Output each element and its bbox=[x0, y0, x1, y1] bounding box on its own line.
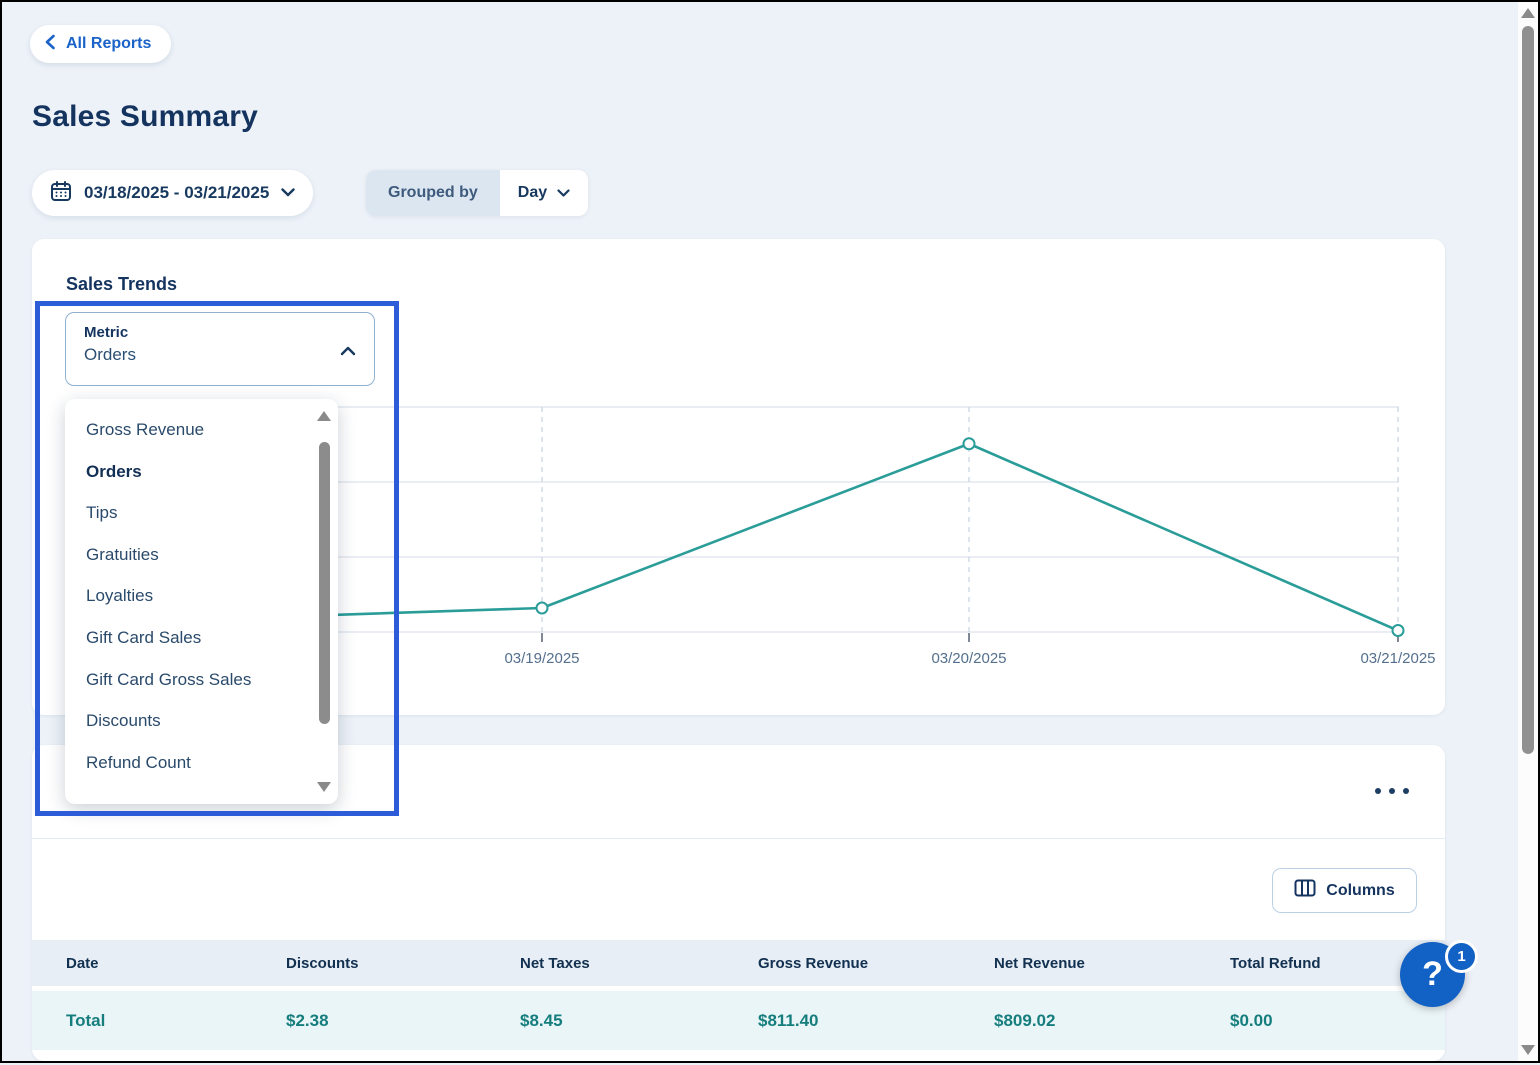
col-header-total-refund: Total Refund bbox=[1230, 954, 1321, 972]
dropdown-option-orders[interactable]: Orders bbox=[86, 461, 142, 481]
page-title: Sales Summary bbox=[32, 100, 259, 133]
help-notification-badge: 1 bbox=[1445, 940, 1478, 973]
col-header-date: Date bbox=[66, 954, 99, 972]
grouped-by-select[interactable]: Day bbox=[499, 170, 589, 216]
page-scrollbar-thumb[interactable] bbox=[1522, 26, 1534, 754]
date-range-picker[interactable]: 03/18/2025 - 03/21/2025 bbox=[32, 170, 314, 216]
columns-button[interactable]: Columns bbox=[1272, 868, 1417, 913]
calendar-icon bbox=[50, 180, 72, 207]
all-reports-button[interactable]: All Reports bbox=[30, 25, 172, 63]
grouped-by-label: Grouped by bbox=[366, 170, 500, 216]
col-header-net-taxes: Net Taxes bbox=[520, 954, 590, 972]
dropdown-option-tips[interactable]: Tips bbox=[86, 503, 118, 523]
col-header-gross-revenue: Gross Revenue bbox=[758, 954, 869, 972]
col-header-discounts: Discounts bbox=[286, 954, 359, 972]
scroll-up-icon[interactable] bbox=[1521, 8, 1535, 18]
total-gross-revenue: $811.40 bbox=[758, 1010, 819, 1030]
page-scrollbar[interactable] bbox=[1518, 2, 1538, 1061]
ellipsis-icon bbox=[1375, 788, 1381, 794]
dropdown-option-gross-revenue[interactable]: Gross Revenue bbox=[86, 420, 205, 439]
dropdown-option-gratuities[interactable]: Gratuities bbox=[86, 544, 159, 564]
x-tick-2: 03/20/2025 bbox=[931, 650, 1007, 667]
dropdown-option-gift-card-gross-sales[interactable]: Gift Card Gross Sales bbox=[86, 669, 252, 689]
dropdown-scroll-up-icon[interactable] bbox=[317, 411, 331, 421]
dropdown-scrollbar[interactable] bbox=[318, 409, 331, 794]
table-header-row: Date Discounts Net Taxes Gross Revenue N… bbox=[32, 940, 1445, 986]
all-reports-label: All Reports bbox=[66, 35, 152, 52]
columns-icon bbox=[1294, 879, 1316, 902]
dropdown-option-discounts[interactable]: Discounts bbox=[86, 711, 161, 731]
total-label: Total bbox=[66, 1010, 106, 1030]
dropdown-option-loyalties[interactable]: Loyalties bbox=[86, 586, 154, 606]
chevron-down-icon bbox=[557, 184, 570, 202]
dropdown-option-refund-count[interactable]: Refund Count bbox=[86, 752, 191, 772]
card-divider bbox=[32, 838, 1445, 839]
overflow-menu-button[interactable] bbox=[1370, 777, 1414, 805]
metric-dropdown-panel: Gross Revenue Orders Tips Gratuities Loy… bbox=[65, 399, 338, 804]
sales-trends-title: Sales Trends bbox=[66, 274, 178, 294]
dropdown-scroll-down-icon[interactable] bbox=[317, 782, 331, 792]
question-mark-icon: ? bbox=[1422, 955, 1443, 993]
x-tick-1: 03/19/2025 bbox=[504, 650, 580, 667]
metric-select[interactable]: Metric Orders bbox=[65, 312, 375, 386]
scroll-down-icon[interactable] bbox=[1521, 1045, 1535, 1055]
grouped-by-value: Day bbox=[517, 184, 548, 201]
columns-button-label: Columns bbox=[1326, 881, 1395, 899]
metric-label: Metric bbox=[84, 324, 129, 341]
date-range-value: 03/18/2025 - 03/21/2025 bbox=[84, 183, 270, 202]
dropdown-scrollbar-thumb[interactable] bbox=[319, 442, 330, 724]
chevron-up-icon bbox=[340, 343, 356, 361]
dropdown-option-gift-card-sales[interactable]: Gift Card Sales bbox=[86, 627, 202, 647]
grouped-by-control: Grouped by Day bbox=[366, 170, 589, 216]
chevron-left-icon bbox=[44, 34, 56, 55]
table-total-row: Total $2.38 $8.45 $811.40 $809.02 $0.00 bbox=[32, 991, 1445, 1050]
total-net-taxes: $8.45 bbox=[520, 1010, 563, 1030]
total-total-refund: $0.00 bbox=[1230, 1010, 1273, 1030]
chevron-down-icon bbox=[281, 184, 295, 202]
x-tick-3: 03/21/2025 bbox=[1360, 650, 1436, 667]
metric-value: Orders bbox=[84, 345, 136, 364]
total-net-revenue: $809.02 bbox=[994, 1010, 1056, 1030]
total-discounts: $2.38 bbox=[286, 1010, 329, 1030]
col-header-net-revenue: Net Revenue bbox=[994, 954, 1085, 972]
